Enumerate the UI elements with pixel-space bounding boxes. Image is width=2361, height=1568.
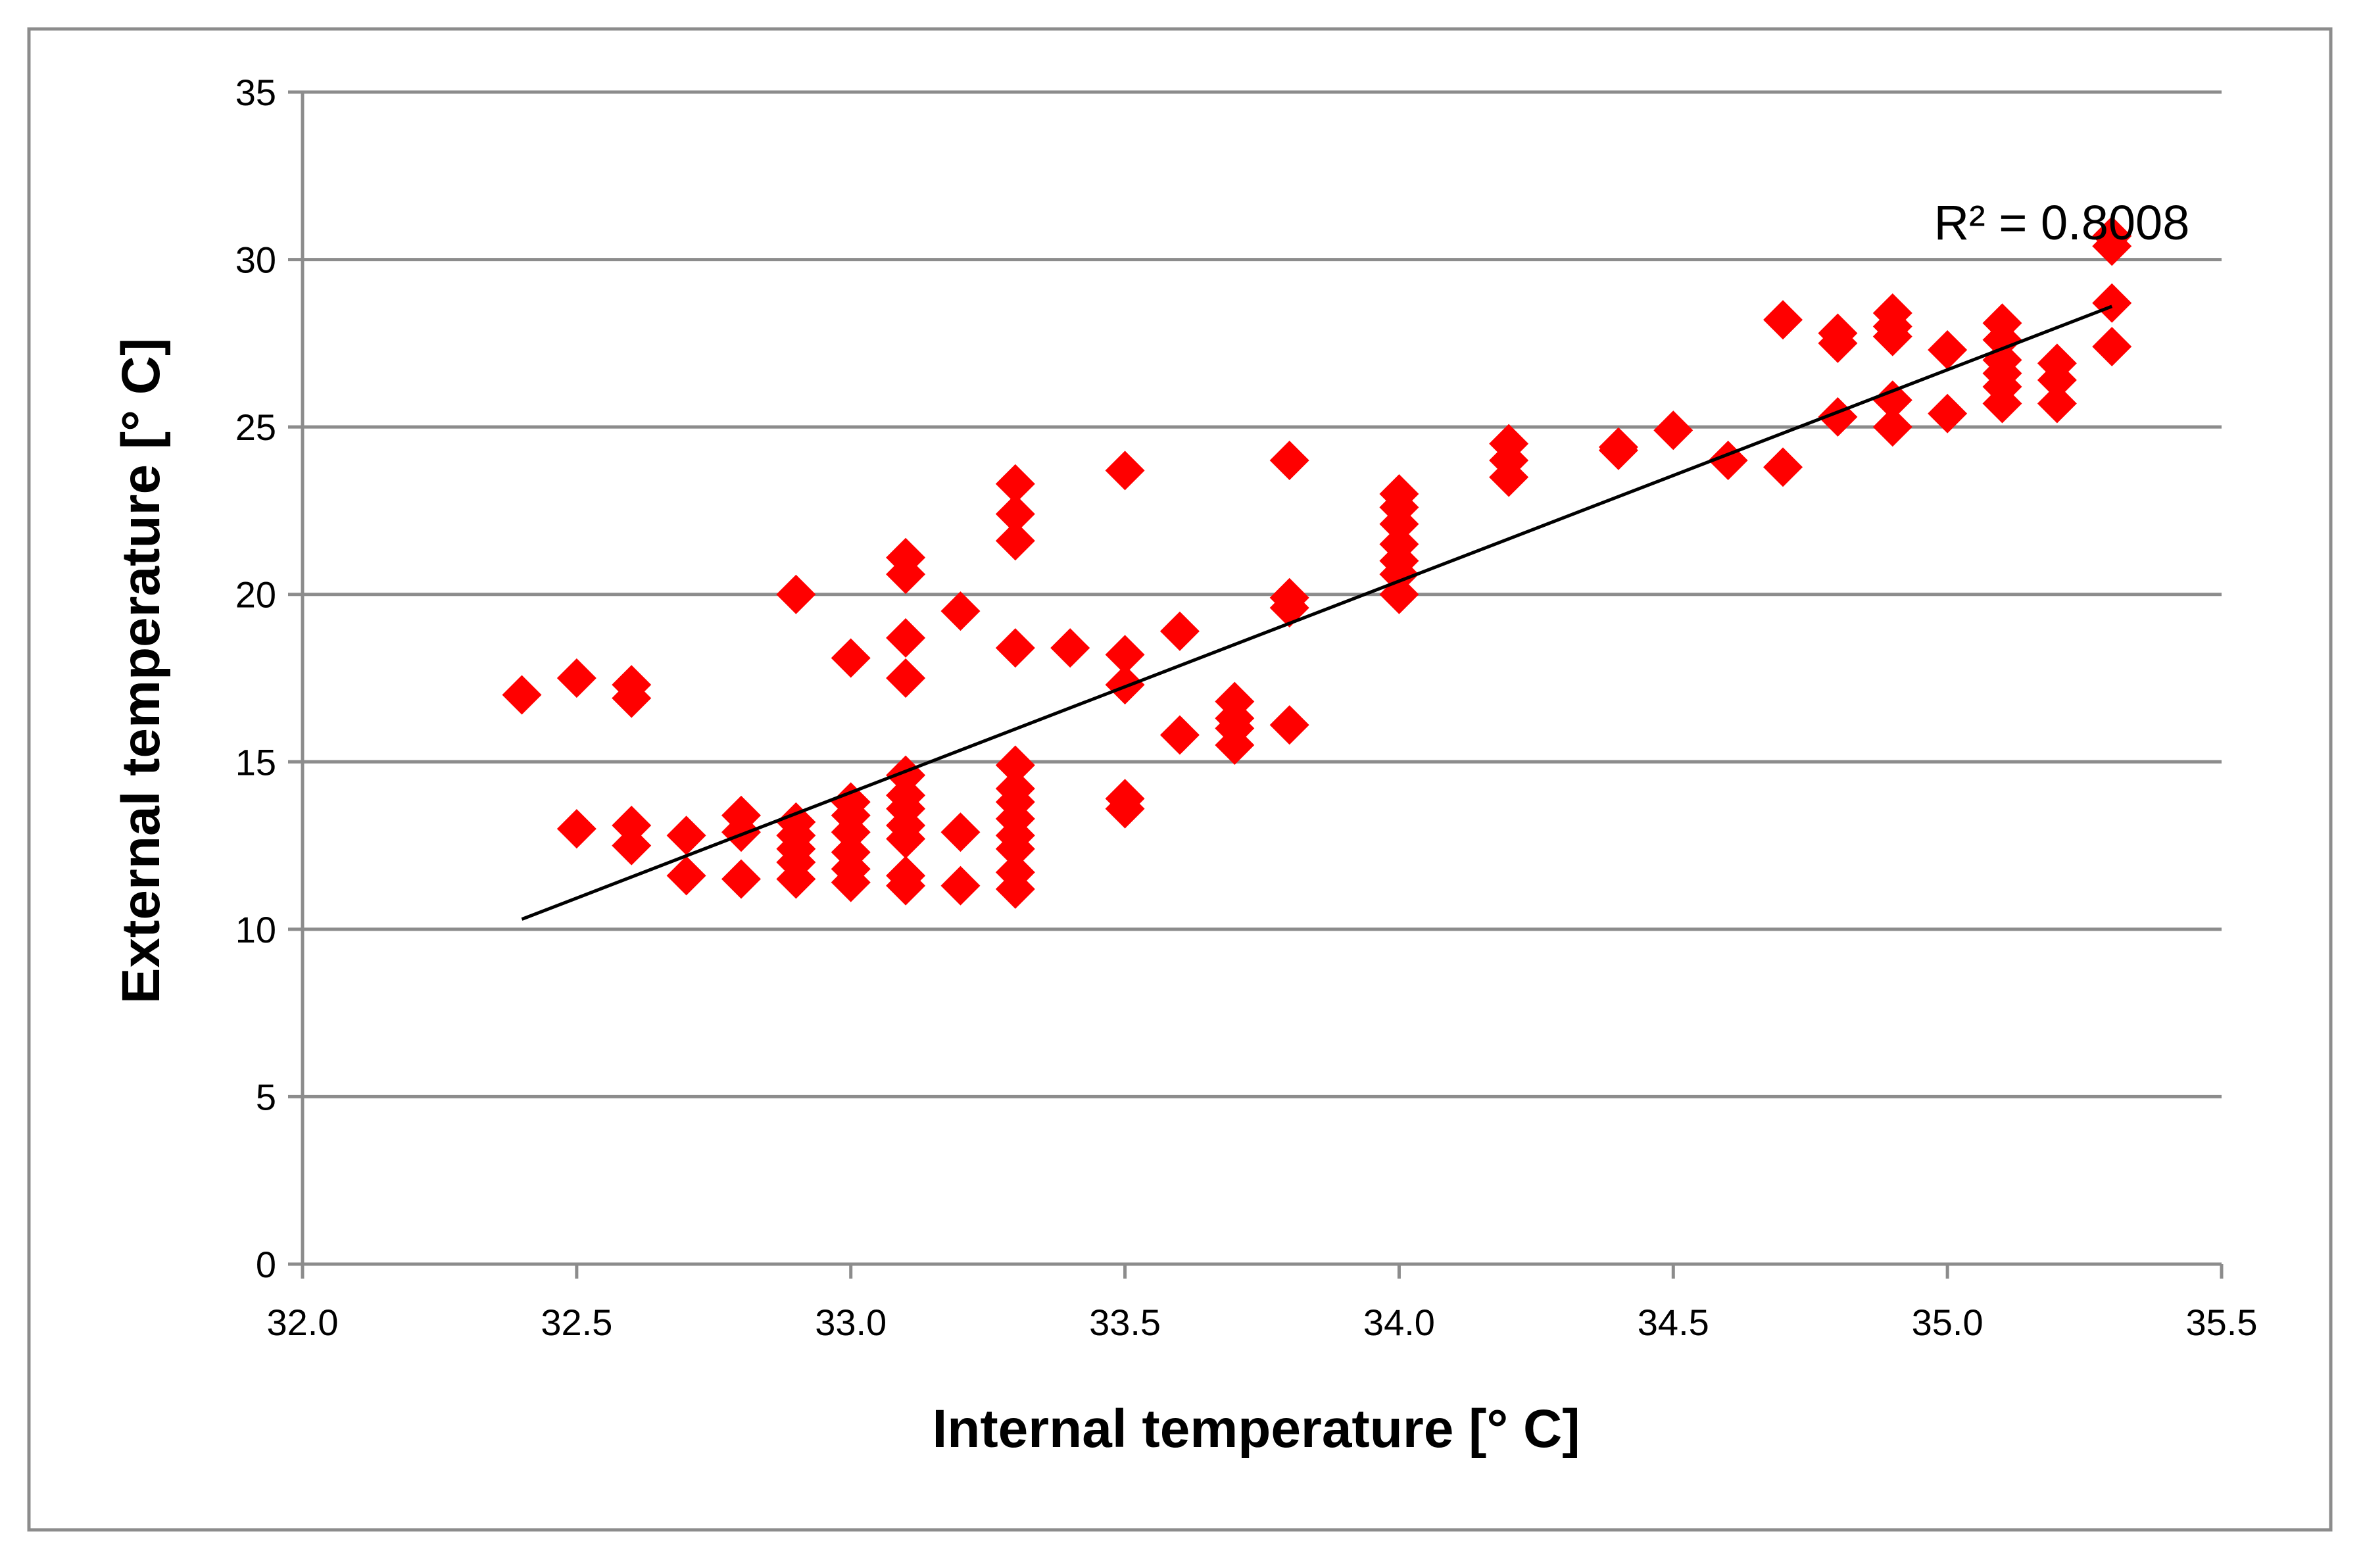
data-point-53 (1105, 635, 1145, 675)
data-points (502, 216, 2132, 909)
data-point-82 (1763, 447, 1803, 487)
data-point-41 (995, 521, 1035, 561)
data-point-81 (1763, 300, 1803, 340)
x-tick-label-6: 35.0 (1912, 1302, 1984, 1343)
data-point-8 (666, 856, 706, 896)
y-tick-label-3: 15 (235, 741, 276, 783)
data-point-37 (940, 812, 981, 852)
data-point-65 (1269, 588, 1309, 628)
data-point-54 (1105, 665, 1145, 705)
x-tick-labels: 32.0 32.5 33.0 33.5 34.0 34.5 35.0 35.5 (267, 1264, 2258, 1343)
data-point-29 (886, 755, 926, 795)
data-point-50 (995, 869, 1035, 909)
data-point-51 (1050, 628, 1090, 668)
x-tick-label-1: 32.5 (541, 1302, 612, 1343)
data-point-7 (666, 816, 706, 856)
y-tick-label-4: 20 (235, 574, 276, 616)
data-point-66 (1269, 705, 1309, 745)
data-point-5 (612, 806, 652, 846)
x-tick-label-3: 33.5 (1089, 1302, 1161, 1343)
data-point-98 (1982, 383, 2022, 424)
data-point-89 (1872, 380, 1912, 420)
trendline (521, 305, 2113, 921)
y-tick-label-5: 25 (235, 406, 276, 448)
data-point-11 (721, 859, 761, 899)
data-point-101 (2037, 383, 2077, 424)
data-point-84 (1818, 323, 1858, 363)
data-point-24 (831, 862, 871, 902)
y-tick-label-1: 5 (256, 1076, 276, 1117)
data-point-91 (1928, 330, 1968, 370)
data-point-10 (721, 812, 761, 852)
data-point-35 (886, 866, 926, 906)
data-point-103 (2092, 226, 2132, 266)
trendline-group (521, 305, 2113, 921)
y-tick-label-0: 0 (256, 1244, 276, 1285)
data-point-104 (2092, 283, 2132, 323)
data-point-92 (1928, 393, 1968, 433)
data-point-105 (2092, 326, 2132, 366)
data-point-42 (995, 628, 1035, 668)
data-point-21 (831, 812, 871, 852)
data-point-76 (1489, 457, 1529, 497)
data-point-62 (1215, 725, 1255, 765)
data-point-69 (1379, 504, 1419, 544)
data-point-17 (776, 859, 816, 899)
data-point-94 (1982, 320, 2022, 360)
data-point-90 (1872, 407, 1912, 447)
x-tick-label-5: 34.5 (1638, 1302, 1709, 1343)
x-tick-label-2: 33.0 (815, 1302, 887, 1343)
r-squared-annotation: R² = 0.8008 (1934, 195, 2190, 250)
data-point-43 (995, 745, 1035, 785)
data-point-6 (612, 825, 652, 866)
data-point-28 (886, 658, 926, 698)
data-point-52 (1105, 451, 1145, 491)
data-point-38 (940, 866, 981, 906)
data-point-12 (776, 574, 816, 614)
grid-lines (303, 90, 2222, 1098)
data-point-18 (831, 638, 871, 678)
x-tick-label-0: 32.0 (267, 1302, 339, 1343)
data-point-4 (612, 678, 652, 718)
data-point-57 (1159, 611, 1200, 651)
y-tick-label-6: 30 (235, 239, 276, 281)
x-tick-label-7: 35.5 (2186, 1302, 2258, 1343)
data-point-78 (1598, 430, 1638, 470)
data-point-39 (995, 464, 1035, 504)
y-axis-title: External temperature [° C] (111, 338, 171, 1004)
y-tick-labels: 0 5 10 15 20 25 30 35 (235, 72, 303, 1285)
data-point-1 (556, 658, 596, 698)
data-point-27 (886, 618, 926, 658)
data-point-2 (556, 809, 596, 849)
chart-border (27, 27, 2333, 1532)
data-point-56 (1105, 789, 1145, 829)
data-point-100 (2037, 360, 2077, 400)
data-point-40 (995, 494, 1035, 534)
data-point-79 (1653, 410, 1693, 451)
y-tick-label-2: 10 (235, 909, 276, 950)
data-point-0 (502, 675, 542, 715)
data-point-63 (1269, 441, 1309, 481)
y-tick-label-7: 35 (235, 72, 276, 113)
data-point-88 (1872, 316, 1912, 356)
x-axis-title: Internal temperature [° C] (932, 1399, 1580, 1459)
data-point-26 (886, 554, 926, 595)
data-point-58 (1159, 715, 1200, 755)
data-point-33 (886, 819, 926, 859)
data-point-48 (995, 829, 1035, 869)
data-point-36 (940, 591, 981, 631)
x-tick-label-4: 34.0 (1363, 1302, 1435, 1343)
